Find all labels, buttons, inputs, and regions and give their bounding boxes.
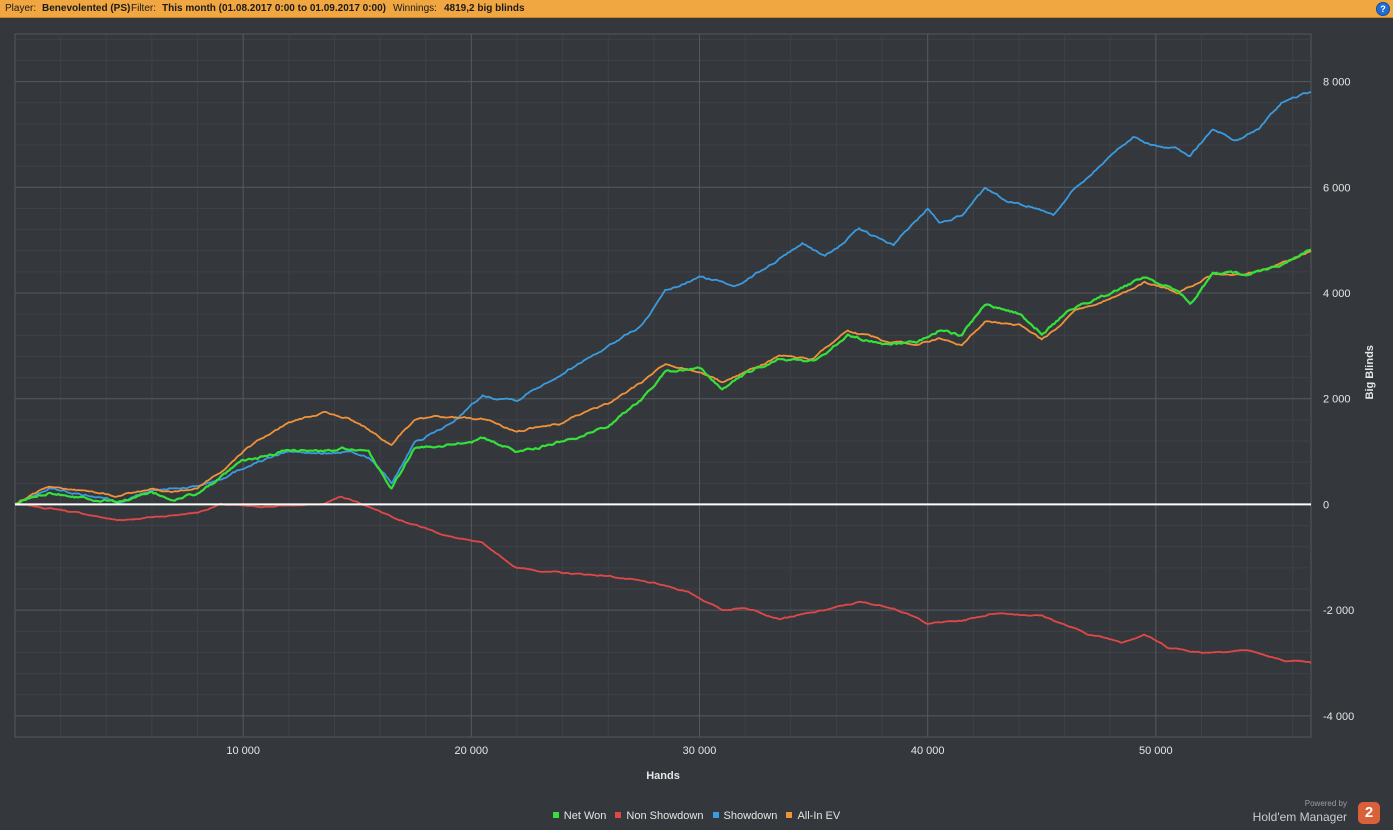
legend-item-net-won[interactable]: Net Won bbox=[552, 810, 607, 822]
winnings-value: 4819,2 big blinds bbox=[444, 3, 525, 14]
series-line-showdown bbox=[14, 91, 1312, 506]
y-tick-label: -4 000 bbox=[1323, 711, 1354, 723]
x-tick-label: 40 000 bbox=[911, 745, 945, 757]
legend-label: Non Showdown bbox=[626, 810, 704, 822]
legend: Net Won Non Showdown Showdown All-In EV bbox=[0, 810, 1393, 822]
plot-area bbox=[14, 33, 1312, 738]
y-tick-label: 8 000 bbox=[1323, 77, 1351, 89]
powered-by-text: Powered by bbox=[1304, 799, 1347, 808]
player-label: Player: bbox=[5, 3, 37, 14]
legend-swatch bbox=[786, 812, 793, 818]
series-line-all-in-ev bbox=[14, 249, 1312, 506]
legend-swatch bbox=[712, 812, 719, 818]
x-tick-label: 50 000 bbox=[1139, 745, 1173, 757]
y-tick-label: -2 000 bbox=[1323, 605, 1354, 617]
hem2-logo-icon: 2 bbox=[1358, 802, 1380, 824]
product-name: Hold'em Manager bbox=[1252, 810, 1347, 824]
legend-item-non-showdown[interactable]: Non Showdown bbox=[615, 810, 703, 822]
branding: Powered by Hold'em Manager 2 bbox=[1245, 799, 1385, 827]
series-line-net-won bbox=[14, 248, 1312, 506]
help-icon[interactable]: ? bbox=[1376, 2, 1390, 16]
legend-item-showdown[interactable]: Showdown bbox=[712, 810, 778, 822]
legend-label: Showdown bbox=[723, 810, 778, 822]
winnings-graph: 8 000 6 000 4 000 2 000 0 -2 000 -4 000 10 000 2… bbox=[14, 33, 1376, 782]
legend-swatch bbox=[615, 812, 622, 818]
legend-swatch bbox=[552, 812, 559, 818]
y-tick-label: 0 bbox=[1323, 499, 1329, 511]
y-axis-title: Big Blinds bbox=[1364, 345, 1376, 399]
x-axis-title: Hands bbox=[646, 770, 680, 782]
player-value: Benevolented (PS) bbox=[42, 3, 131, 14]
x-tick-label: 20 000 bbox=[455, 745, 489, 757]
filter-value: This month (01.08.2017 0:00 to 01.09.201… bbox=[162, 3, 386, 14]
legend-label: All-In EV bbox=[797, 810, 841, 822]
header-bar: Player: Benevolented (PS) Filter: This m… bbox=[0, 0, 1393, 18]
y-tick-label: 2 000 bbox=[1323, 394, 1351, 406]
x-tick-label: 30 000 bbox=[683, 745, 717, 757]
winnings-label: Winnings: bbox=[393, 3, 437, 14]
legend-item-all-in-ev[interactable]: All-In EV bbox=[786, 810, 840, 822]
filter-label: Filter: bbox=[131, 3, 156, 14]
y-tick-label: 4 000 bbox=[1323, 288, 1351, 300]
legend-label: Net Won bbox=[563, 810, 607, 822]
y-tick-label: 6 000 bbox=[1323, 182, 1351, 194]
x-tick-label: 10 000 bbox=[226, 745, 260, 757]
